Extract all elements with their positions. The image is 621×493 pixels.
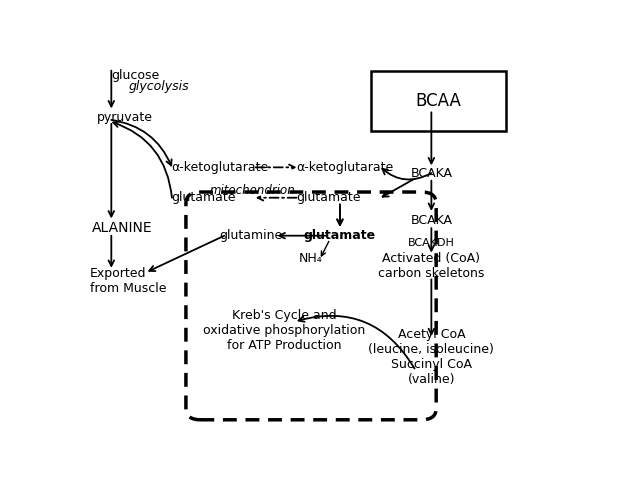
Text: glutamate: glutamate — [304, 229, 376, 242]
Text: BCAA: BCAA — [415, 92, 461, 110]
Text: mitochondrion: mitochondrion — [210, 183, 296, 197]
Text: BCAKA: BCAKA — [410, 167, 452, 179]
Text: glutamate: glutamate — [297, 191, 361, 204]
Text: NH₄: NH₄ — [299, 252, 323, 265]
Text: α-ketoglutarate: α-ketoglutarate — [171, 161, 269, 174]
Text: pyruvate: pyruvate — [97, 111, 153, 125]
Text: α-ketoglutarate: α-ketoglutarate — [297, 161, 394, 174]
Text: BCAKA: BCAKA — [410, 214, 452, 227]
Text: Acetyl CoA
(leucine, isoleucine)
Succinyl CoA
(valine): Acetyl CoA (leucine, isoleucine) Succiny… — [368, 328, 494, 386]
Text: Kreb's Cycle and
oxidative phosphorylation
for ATP Production: Kreb's Cycle and oxidative phosphorylati… — [204, 309, 366, 352]
Text: Exported
from Muscle: Exported from Muscle — [89, 267, 166, 295]
Text: ALANINE: ALANINE — [92, 221, 153, 235]
Text: glutamate: glutamate — [171, 191, 236, 204]
Text: glucose: glucose — [111, 69, 160, 82]
Text: BCAKDH: BCAKDH — [408, 238, 455, 248]
Text: Activated (CoA)
carbon skeletons: Activated (CoA) carbon skeletons — [378, 252, 484, 280]
Text: glycolysis: glycolysis — [128, 80, 189, 93]
Text: glutamine: glutamine — [219, 229, 283, 242]
FancyBboxPatch shape — [371, 70, 506, 131]
